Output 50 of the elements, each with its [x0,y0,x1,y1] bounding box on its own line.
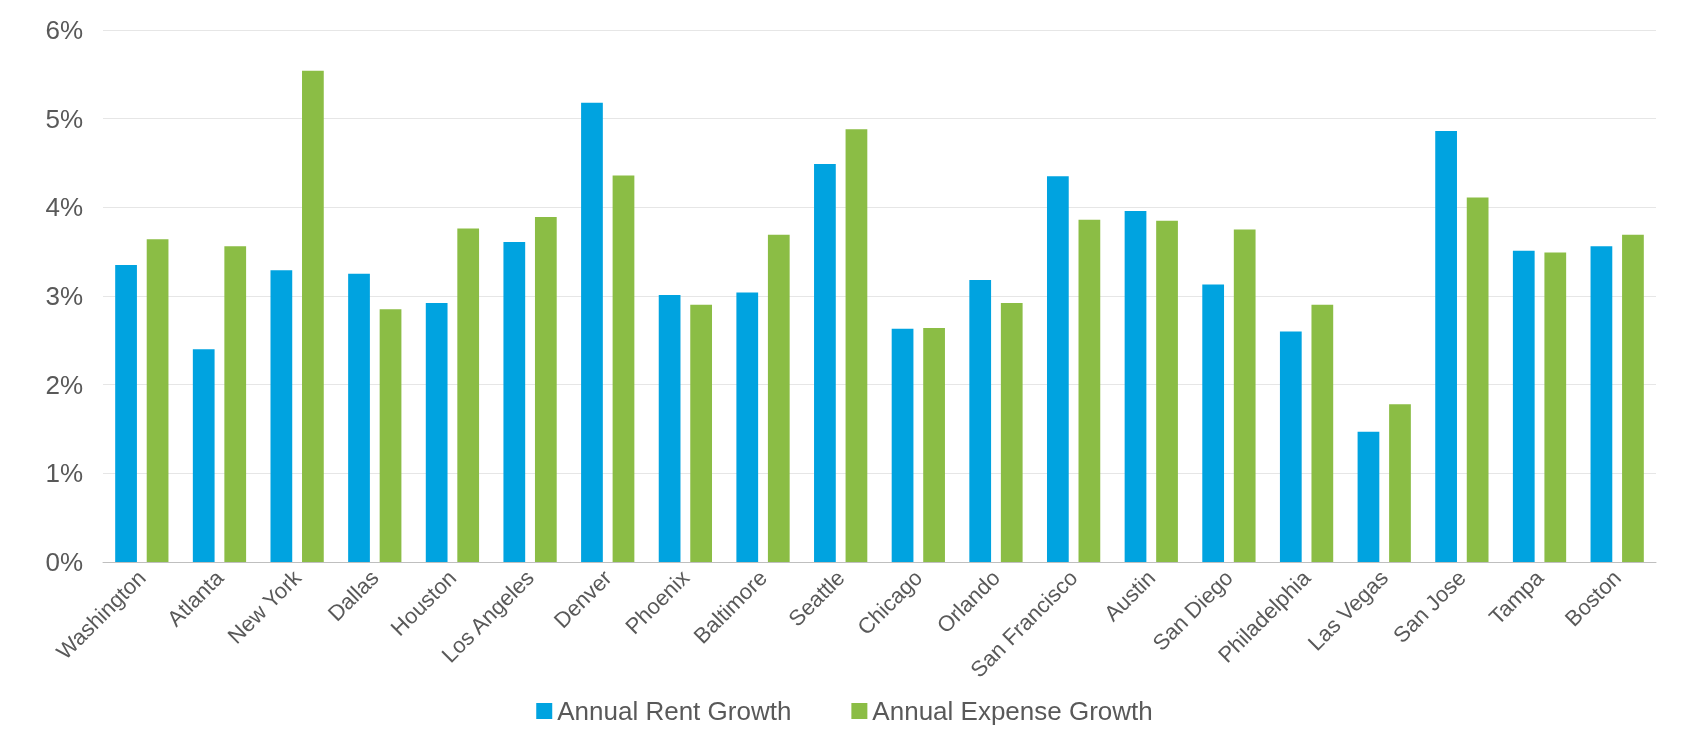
bar [1590,246,1613,562]
bar [581,102,603,562]
bar [767,234,790,562]
bar [923,327,945,562]
bar [1512,250,1535,562]
bar [1544,252,1567,562]
bar [690,304,713,562]
bar [969,280,992,562]
bar [1046,176,1069,562]
bar [1622,234,1644,562]
bar [302,70,324,562]
y-tick-label: 1% [45,458,83,489]
y-tick-label: 4% [45,192,83,223]
bar [1156,220,1178,562]
y-tick-label: 0% [45,547,83,577]
bar [115,264,137,562]
bar [1202,284,1225,562]
legend-label: Annual Rent Growth [557,696,792,726]
bar [1233,229,1256,562]
x-tick-label: San Jose [1388,565,1471,648]
bar [891,328,914,562]
y-tick-label: 6% [45,15,83,45]
bar [270,270,293,562]
bar [379,309,402,562]
bar [192,349,215,562]
bar [348,273,370,562]
bar [224,246,247,562]
bar [658,295,681,562]
bar [736,292,759,562]
bar [1389,404,1411,562]
bar [1279,331,1302,562]
bar [612,175,635,562]
bar [534,217,557,562]
bar [146,239,169,562]
y-tick-label: 3% [45,281,83,311]
bar [457,228,480,562]
bar [845,129,868,562]
legend-label: Annual Expense Growth [872,696,1153,726]
bar [1000,303,1023,562]
bar [1078,219,1101,562]
bar [1357,431,1380,562]
bar [814,163,836,562]
bar [503,241,526,562]
bar [1435,131,1457,562]
bar [425,303,448,562]
y-tick-label: 5% [45,103,83,134]
bar [1124,210,1147,562]
bar [1466,197,1489,562]
y-tick-label: 2% [45,369,83,400]
bar [1311,304,1334,562]
